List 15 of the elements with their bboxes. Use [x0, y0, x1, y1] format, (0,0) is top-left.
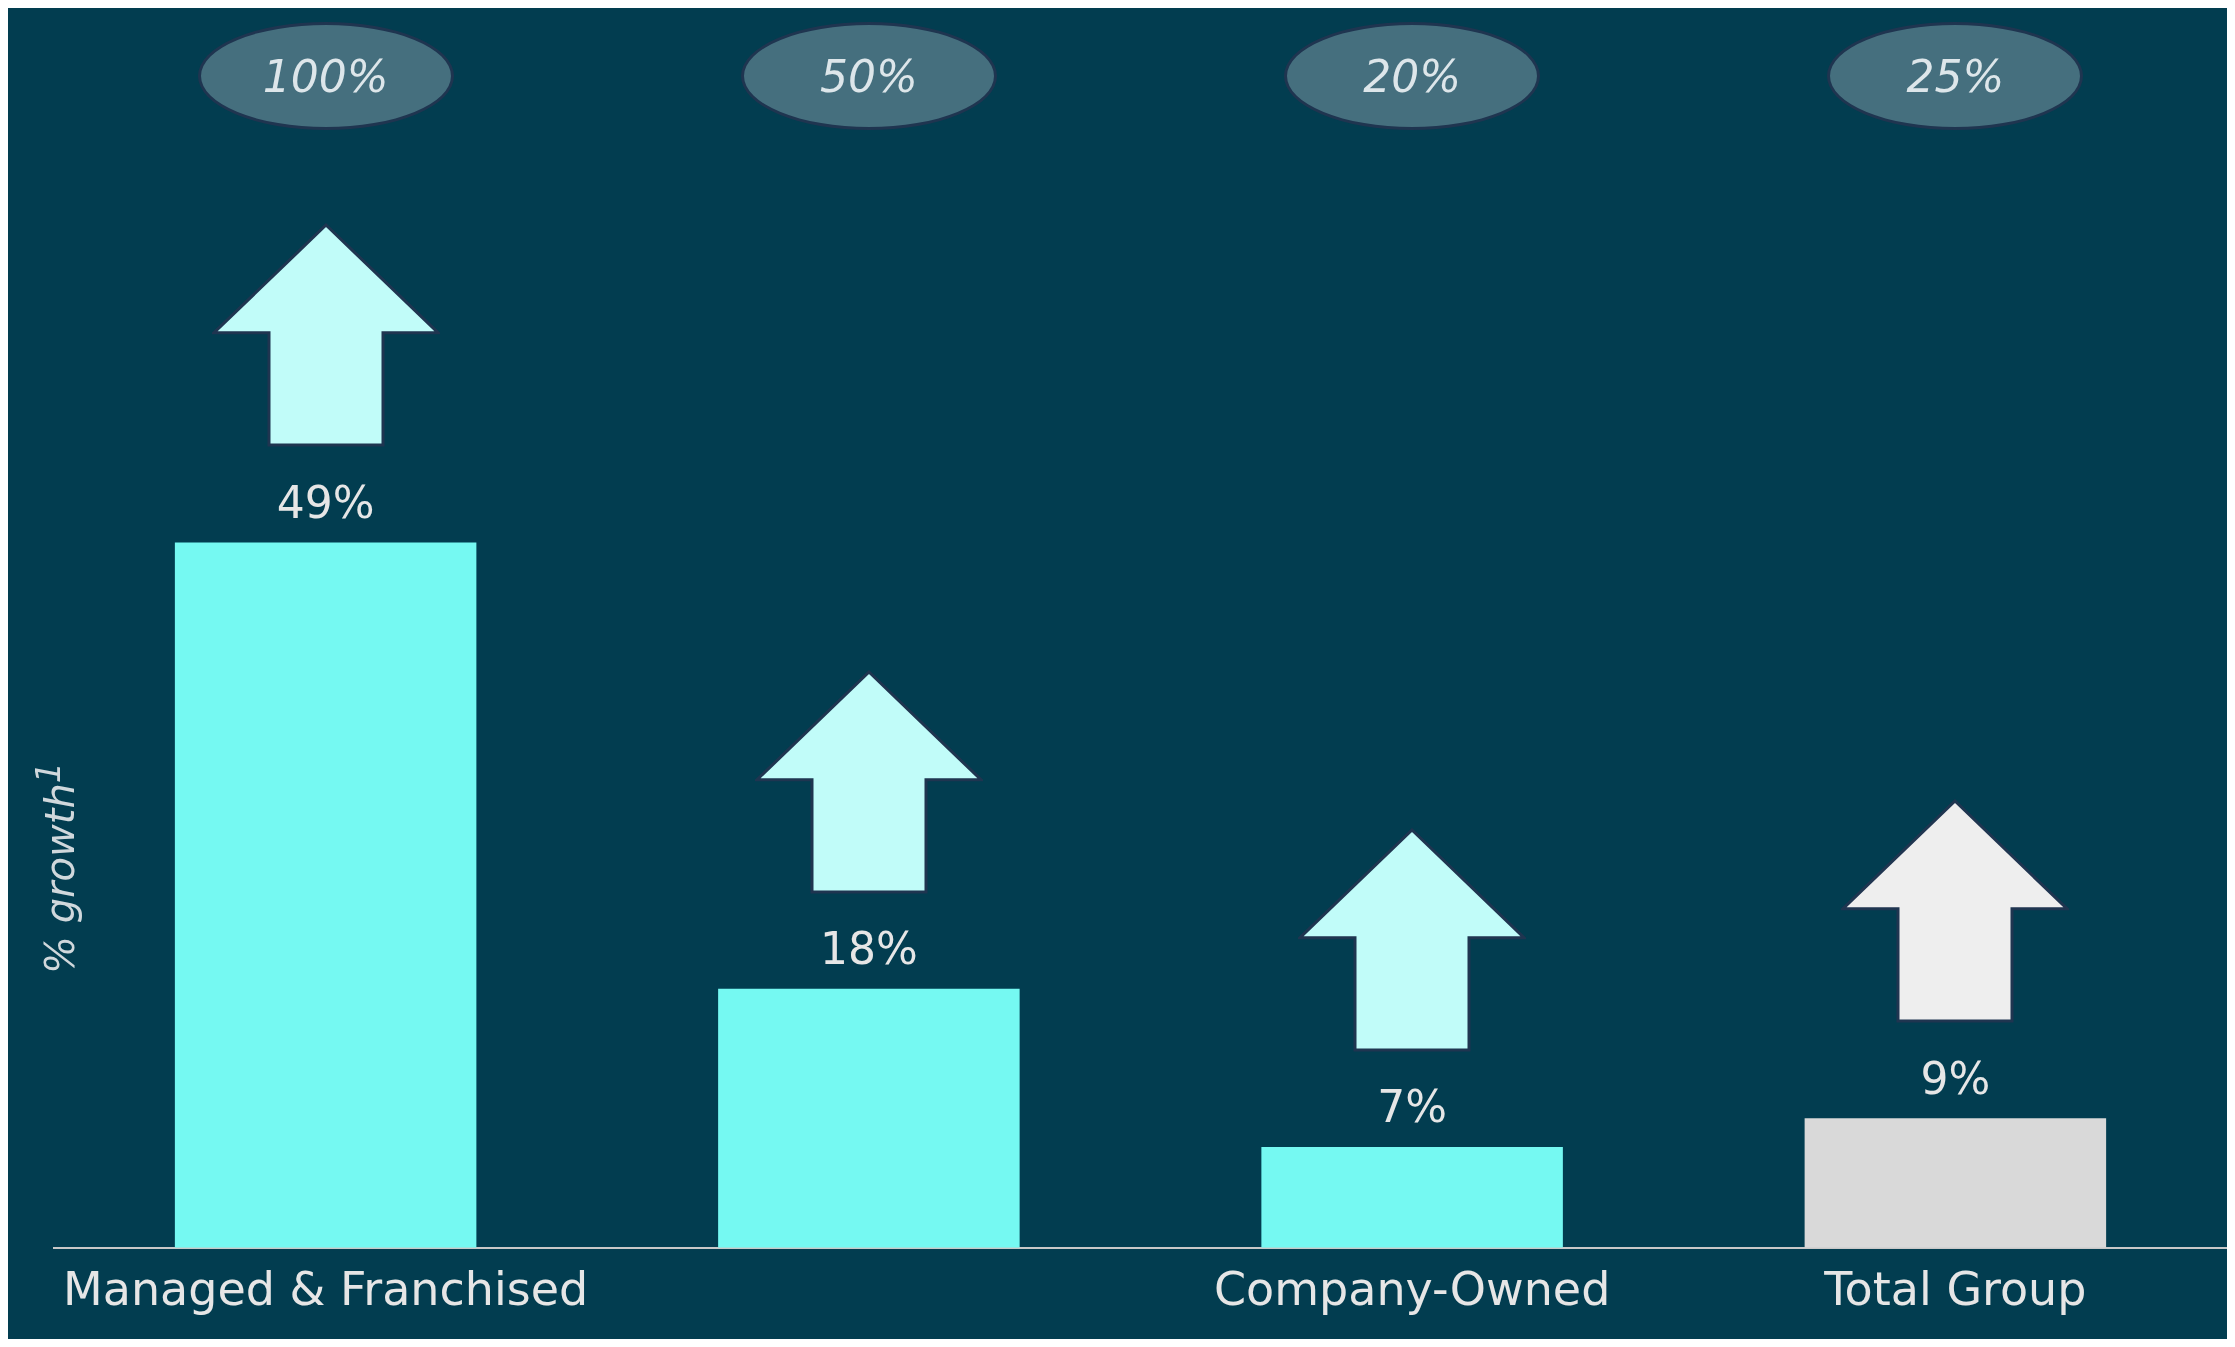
oval-badge: 100% [197, 22, 454, 130]
oval-badge: 50% [740, 22, 997, 130]
data-label: 7% [1377, 1081, 1448, 1133]
oval-badge: 25% [1827, 22, 2084, 130]
bar [174, 542, 477, 1248]
bar [718, 988, 1020, 1248]
oval-badge: 20% [1284, 22, 1541, 130]
data-label: 18% [819, 923, 918, 975]
x-tick-label: Total Group [1823, 1262, 2087, 1317]
data-label: 9% [1920, 1052, 1991, 1104]
bar [1261, 1147, 1563, 1248]
x-tick-label: Managed & Franchised [63, 1262, 589, 1317]
x-tick-label: Company-Owned [1213, 1262, 1611, 1317]
bar [1804, 1118, 2107, 1248]
data-label: 49% [276, 476, 375, 528]
